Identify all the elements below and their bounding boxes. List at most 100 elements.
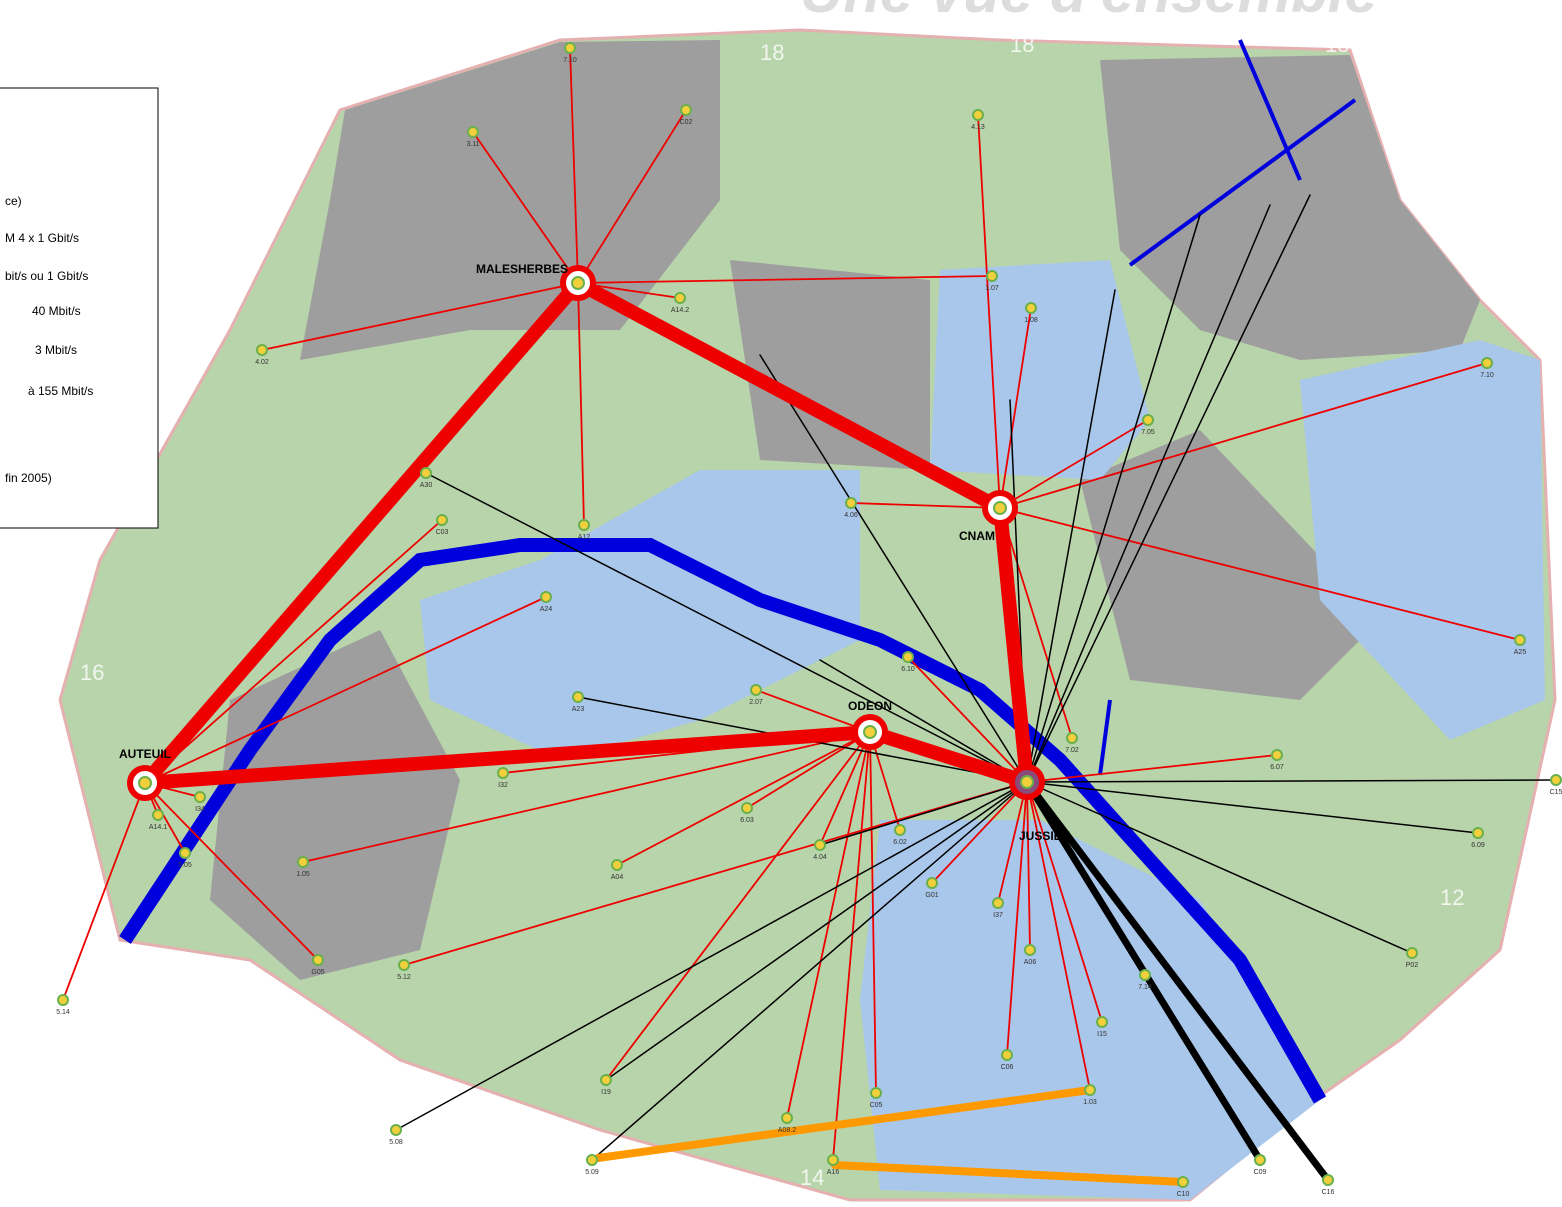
- link: [62, 782, 146, 1001]
- site-node: [578, 519, 590, 531]
- link: [999, 419, 1149, 509]
- site-node: [420, 467, 432, 479]
- site-label: A24: [540, 606, 553, 613]
- site-label: A06: [1024, 959, 1037, 966]
- blue-zone: [1300, 340, 1545, 740]
- legend-label: ce): [5, 194, 22, 208]
- page-title: Une vue d'ensemble: [800, 0, 1378, 25]
- link: [1026, 779, 1557, 783]
- site-node: [902, 651, 914, 663]
- link: [605, 781, 1028, 1081]
- link: [907, 656, 1028, 783]
- link: [999, 507, 1521, 641]
- link: [1023, 778, 1332, 1184]
- seine: [119, 538, 1327, 1104]
- site-label: C09: [1254, 1169, 1267, 1176]
- link: [472, 131, 579, 284]
- site-node: [674, 292, 686, 304]
- site-node: [179, 847, 191, 859]
- district-number: 18: [760, 40, 784, 65]
- blue-zone: [420, 470, 860, 760]
- site-label: C10: [1177, 1191, 1190, 1198]
- site-label: A30: [420, 482, 433, 489]
- site-node: [1254, 1154, 1266, 1166]
- link: [1026, 781, 1031, 951]
- hub-core: [138, 776, 152, 790]
- site-label: 3.11: [466, 141, 479, 148]
- link: [577, 282, 585, 526]
- site-label: A14.1: [149, 824, 167, 831]
- site-node: [1139, 969, 1151, 981]
- legend-label: M 4 x 1 Gbit/s: [5, 231, 79, 245]
- site-label: I19: [601, 1089, 611, 1096]
- site-node: [1001, 1049, 1013, 1061]
- legend-label: 3 Mbit/s: [35, 343, 77, 357]
- link: [863, 725, 1034, 789]
- site-label: A14.2: [671, 307, 689, 314]
- hub-label: AUTEUIL: [119, 747, 171, 761]
- site-node: [256, 344, 268, 356]
- district-number: 18: [1010, 32, 1034, 57]
- hub-core: [1020, 775, 1034, 789]
- link: [1026, 204, 1271, 783]
- site-node: [827, 1154, 839, 1166]
- link: [577, 109, 687, 284]
- canal: [1098, 39, 1357, 776]
- site-label: 5.14: [56, 1009, 70, 1016]
- link: [819, 781, 1028, 846]
- link: [1026, 194, 1311, 783]
- site-label: 7.02: [1065, 747, 1079, 754]
- gray-zone: [300, 40, 720, 360]
- site-node: [1514, 634, 1526, 646]
- link: [144, 519, 443, 784]
- link: [144, 782, 319, 961]
- site-node: [741, 802, 753, 814]
- site-node: [600, 1074, 612, 1086]
- link: [571, 276, 1007, 515]
- district-number: 12: [1440, 885, 1464, 910]
- site-label: 6.09: [1471, 842, 1485, 849]
- link: [425, 472, 1028, 783]
- site-node: [312, 954, 324, 966]
- site-node: [1177, 1176, 1189, 1188]
- site-label: A16: [827, 1169, 840, 1176]
- site-label: C15: [1550, 789, 1562, 796]
- site-node: [1481, 357, 1493, 369]
- link: [746, 731, 871, 809]
- link: [616, 731, 871, 866]
- link: [831, 1161, 1187, 1186]
- site-label: C06: [1001, 1064, 1014, 1071]
- site-label: 5.09: [585, 1169, 599, 1176]
- legend-label: fin 2005): [5, 471, 52, 485]
- district-number: 14: [800, 1165, 824, 1190]
- hub-core: [993, 501, 1007, 515]
- site-node: [57, 994, 69, 1006]
- site-label: A08.2: [778, 1127, 796, 1134]
- site-node: [1550, 774, 1562, 786]
- site-label: 5.05: [178, 862, 192, 869]
- site-label: 5.08: [389, 1139, 403, 1146]
- site-label: C16: [1322, 1189, 1335, 1196]
- site-label: 6.03: [740, 817, 754, 824]
- link: [755, 689, 871, 733]
- site-node: [894, 824, 906, 836]
- hub-label: ODEON: [848, 699, 892, 713]
- site-label: 4.02: [255, 359, 269, 366]
- link: [1026, 214, 1201, 783]
- site-node: [814, 839, 826, 851]
- link: [403, 781, 1028, 966]
- site-label: C05: [870, 1102, 883, 1109]
- link: [786, 731, 871, 1119]
- site-node: [564, 42, 576, 54]
- site-node: [986, 270, 998, 282]
- site-node: [1025, 302, 1037, 314]
- site-node: [586, 1154, 598, 1166]
- site-node: [436, 514, 448, 526]
- link: [395, 781, 1028, 1131]
- site-node: [926, 877, 938, 889]
- site-label: C03: [436, 529, 449, 536]
- site-label: 7.10: [1480, 372, 1494, 379]
- site-label: I34: [195, 806, 205, 813]
- link: [1026, 781, 1479, 834]
